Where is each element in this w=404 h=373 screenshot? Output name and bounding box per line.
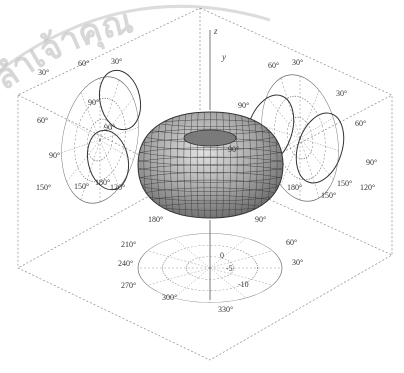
- left-polar-label: 120°: [110, 183, 125, 192]
- torus-meridian: [203, 112, 205, 218]
- bottom-polar-label: -10: [238, 280, 249, 289]
- bottom-polar-label: 90°: [255, 215, 266, 224]
- left-polar-label: 180°: [95, 178, 110, 187]
- watermark-ring: [0, 4, 271, 73]
- right-polar-label: 90°: [228, 145, 239, 154]
- torus-meridian: [222, 112, 225, 218]
- left-dipole-lobes: [86, 69, 142, 191]
- torus-radiation-pattern: [137, 111, 284, 219]
- watermark-text: ลำเจ้าคุณ: [0, 1, 137, 98]
- right-lobe-right: [295, 112, 345, 184]
- bottom-polar-labels: 180° 90° 210° 240° 270° 300° 330° 60° 30° 0-5 -10: [118, 215, 303, 314]
- right-polar-spoke: [300, 137, 339, 151]
- left-polar-spoke: [61, 139, 100, 153]
- right-polar-label: 180°: [287, 183, 302, 192]
- right-polar-spoke: [299, 137, 334, 181]
- right-polar-label: 30°: [292, 58, 303, 67]
- left-polar-label: 90°: [49, 151, 60, 160]
- bottom-polar-ring: [137, 233, 283, 303]
- left-polar-labels: 30° 60° 60° 90° 90° 90° 30° 150° 120° 150° 180°: [36, 57, 125, 192]
- left-polar-label: 30°: [111, 57, 122, 66]
- right-polar-label: 30°: [336, 89, 347, 98]
- box-back-edge-right: [199, 167, 393, 256]
- left-polar-label: 90°: [104, 123, 115, 132]
- left-polar-spoke: [99, 97, 134, 141]
- right-polar-label: 150°: [337, 179, 352, 188]
- torus-parallel: [138, 195, 283, 218]
- right-polar-label: 150°: [321, 191, 336, 200]
- left-polar-label: 150°: [36, 183, 51, 192]
- torus-parallel: [138, 172, 283, 192]
- left-lobe-top: [98, 69, 142, 131]
- torus-meridian: [170, 112, 175, 218]
- torus-parallel: [138, 187, 283, 211]
- torus-meridian: [190, 112, 193, 218]
- torus-parallel: [138, 128, 283, 151]
- bottom-polar-spoke: [173, 267, 211, 298]
- torus-parallel: [138, 202, 283, 218]
- bottom-polar-label: 270°: [121, 281, 136, 290]
- left-polar-label: 60°: [37, 116, 48, 125]
- torus-hole: [183, 129, 237, 147]
- bottom-polar-label: 0: [220, 251, 224, 260]
- left-polar-label: 30°: [38, 68, 49, 77]
- torus-parallel: [138, 156, 283, 174]
- torus-meridian: [228, 112, 231, 218]
- right-polar-labels: 60° 30° 30° 90° 60° 90° 90° 120° 150° 180° 150°: [228, 58, 377, 200]
- bottom-polar-spoke: [147, 250, 211, 269]
- left-polar-spoke: [66, 119, 101, 141]
- torus-meridian: [240, 112, 245, 218]
- bottom-polar-label: -5: [226, 264, 233, 273]
- right-polar-spoke: [299, 90, 320, 139]
- torus-meridian: [183, 112, 187, 218]
- bottom-polar-ring: [185, 256, 235, 280]
- bottom-polar-spoke: [173, 238, 211, 269]
- y-axis-label: y: [221, 52, 226, 62]
- left-polar-spoke: [66, 139, 101, 183]
- bottom-polar-label: 180°: [148, 215, 163, 224]
- torus-parallel: [138, 179, 283, 202]
- torus-meridian: [246, 112, 251, 218]
- bottom-polar-label: 210°: [121, 240, 136, 249]
- left-polar-label: 60°: [78, 59, 89, 68]
- torus-meridian: [234, 112, 238, 218]
- torus-parallel: [138, 147, 283, 166]
- bottom-polar-label: 240°: [118, 259, 133, 268]
- torus-meridian: [176, 112, 181, 218]
- torus-meridian: [196, 112, 199, 218]
- bottom-polar-ring: [162, 245, 258, 291]
- right-polar-label: 60°: [268, 61, 279, 70]
- bottom-polar-label: 300°: [162, 293, 177, 302]
- left-polar-spoke: [80, 92, 101, 141]
- torus-meridian: [216, 112, 218, 218]
- torus-parallel: [138, 112, 283, 128]
- bottom-polar-spoke: [147, 267, 211, 286]
- bottom-polar-label: 30°: [292, 258, 303, 267]
- right-polar-spoke: [280, 77, 301, 139]
- right-polar-label: 90°: [366, 158, 377, 167]
- bottom-polar-label: 60°: [286, 238, 297, 247]
- bottom-polar-label: 330°: [218, 305, 233, 314]
- box-outline: [17, 7, 393, 361]
- left-polar-label: 90°: [88, 98, 99, 107]
- right-polar-label: 120°: [360, 183, 375, 192]
- z-axis-label: z: [213, 26, 218, 36]
- right-polar-label: 60°: [355, 119, 366, 128]
- right-polar-label: 90°: [238, 101, 249, 110]
- right-polar-spoke: [266, 95, 301, 139]
- torus-parallel: [138, 164, 283, 183]
- torus-meridian: [282, 112, 283, 218]
- right-polar-spoke: [299, 137, 320, 199]
- left-lobe-bottom: [86, 129, 130, 191]
- left-polar-label: 150°: [74, 182, 89, 191]
